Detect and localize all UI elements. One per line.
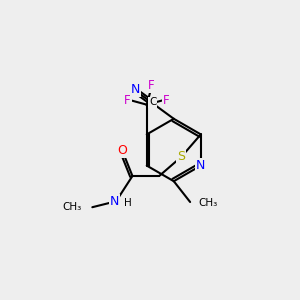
Text: F: F: [148, 79, 154, 92]
Text: C: C: [149, 98, 157, 107]
Text: N: N: [196, 159, 206, 172]
Text: S: S: [178, 150, 185, 163]
Text: N: N: [130, 82, 140, 96]
Text: CH₃: CH₃: [198, 199, 218, 208]
Text: O: O: [117, 144, 127, 157]
Text: CH₃: CH₃: [63, 202, 82, 212]
Text: N: N: [110, 195, 119, 208]
Text: F: F: [124, 94, 131, 107]
Text: F: F: [163, 94, 169, 107]
Text: H: H: [124, 198, 132, 208]
